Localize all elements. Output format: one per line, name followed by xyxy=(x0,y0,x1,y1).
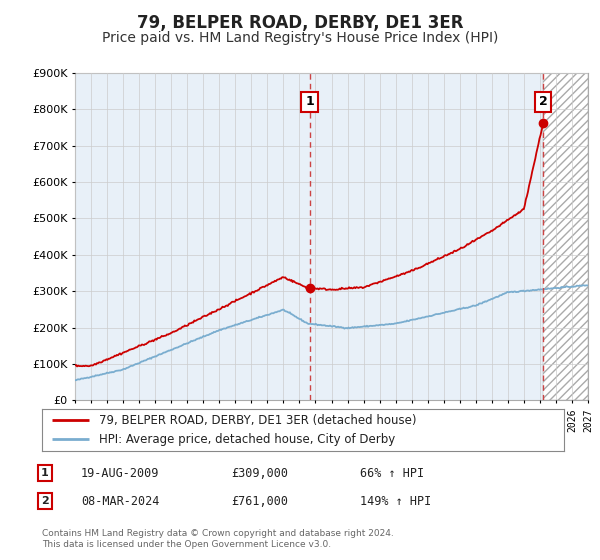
Text: 79, BELPER ROAD, DERBY, DE1 3ER (detached house): 79, BELPER ROAD, DERBY, DE1 3ER (detache… xyxy=(100,414,417,427)
Text: 79, BELPER ROAD, DERBY, DE1 3ER: 79, BELPER ROAD, DERBY, DE1 3ER xyxy=(137,14,463,32)
Text: Price paid vs. HM Land Registry's House Price Index (HPI): Price paid vs. HM Land Registry's House … xyxy=(102,31,498,45)
Text: £309,000: £309,000 xyxy=(231,466,288,480)
Text: 1: 1 xyxy=(41,468,49,478)
Text: 08-MAR-2024: 08-MAR-2024 xyxy=(81,494,160,508)
Text: 2: 2 xyxy=(539,95,547,109)
Text: 66% ↑ HPI: 66% ↑ HPI xyxy=(360,466,424,480)
Text: 19-AUG-2009: 19-AUG-2009 xyxy=(81,466,160,480)
Text: 149% ↑ HPI: 149% ↑ HPI xyxy=(360,494,431,508)
Text: 2: 2 xyxy=(41,496,49,506)
Text: £761,000: £761,000 xyxy=(231,494,288,508)
Text: HPI: Average price, detached house, City of Derby: HPI: Average price, detached house, City… xyxy=(100,433,395,446)
Text: Contains HM Land Registry data © Crown copyright and database right 2024.
This d: Contains HM Land Registry data © Crown c… xyxy=(42,529,394,549)
Text: 1: 1 xyxy=(305,95,314,109)
